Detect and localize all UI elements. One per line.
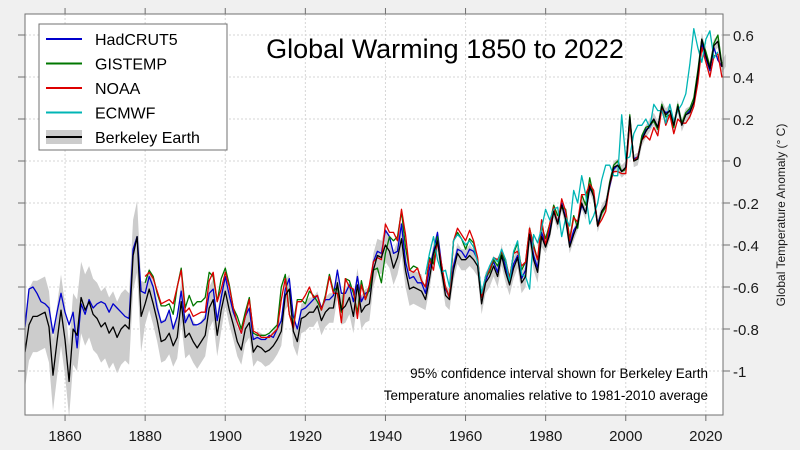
x-tick-label: 1960 xyxy=(449,428,482,445)
y-tick-label: -0.2 xyxy=(733,196,759,213)
x-tick-label: 1900 xyxy=(209,428,242,445)
legend-label: HadCRUT5 xyxy=(95,32,178,49)
legend-item-hadcrut5: HadCRUT5 xyxy=(46,32,178,49)
x-tick-label: 1940 xyxy=(369,428,402,445)
y-tick-label: -0.6 xyxy=(733,280,759,297)
legend-item-ecmwf: ECMWF xyxy=(46,106,156,123)
legend-item-noaa: NOAA xyxy=(46,81,141,98)
y-tick-label: 0.2 xyxy=(733,112,754,129)
legend: HadCRUT5 GISTEMP NOAA ECMWF Berkeley Earth xyxy=(38,23,228,151)
y-tick-label: -0.4 xyxy=(733,238,759,255)
annotation-baseline: Temperature anomalies relative to 1981-2… xyxy=(384,388,708,403)
chart-title: Global Warming 1850 to 2022 xyxy=(266,34,624,64)
legend-label: Berkeley Earth xyxy=(95,130,200,147)
series-line-ecmwf xyxy=(424,28,719,294)
legend-label: ECMWF xyxy=(95,106,156,123)
plot-frame xyxy=(24,13,724,416)
y-axis-title: Global Temperature Anomaly (° C) xyxy=(774,124,788,307)
legend-item-gistemp: GISTEMP xyxy=(46,57,167,74)
y-tick-label: 0.4 xyxy=(733,70,754,87)
y-tick-label: 0.6 xyxy=(733,28,754,45)
x-tick-label: 2020 xyxy=(689,428,722,445)
legend-label: NOAA xyxy=(95,81,141,98)
legend-label: GISTEMP xyxy=(95,57,167,74)
series-line-berkeley-earth xyxy=(25,38,723,383)
y-axis: 0.6 0.4 0.2 0 -0.2 -0.4 -0.6 -0.8 -1 xyxy=(18,28,759,381)
annotation-confidence-interval: 95% confidence interval shown for Berkel… xyxy=(410,366,708,381)
x-tick-label: 1860 xyxy=(48,428,81,445)
x-tick-label: 1880 xyxy=(128,428,161,445)
x-axis: 1860 1880 1900 1920 1940 1960 1980 2000 2020 xyxy=(48,8,723,445)
y-tick-label: 0 xyxy=(733,154,741,171)
y-tick-label: -0.8 xyxy=(733,322,759,339)
y-tick-label: -1 xyxy=(733,364,746,381)
x-tick-label: 2000 xyxy=(609,428,642,445)
legend-item-berkeley-earth: Berkeley Earth xyxy=(46,130,200,147)
x-tick-label: 1920 xyxy=(289,428,322,445)
series-lines-group xyxy=(25,28,723,383)
grid-lines xyxy=(25,14,723,415)
x-tick-label: 1980 xyxy=(529,428,562,445)
